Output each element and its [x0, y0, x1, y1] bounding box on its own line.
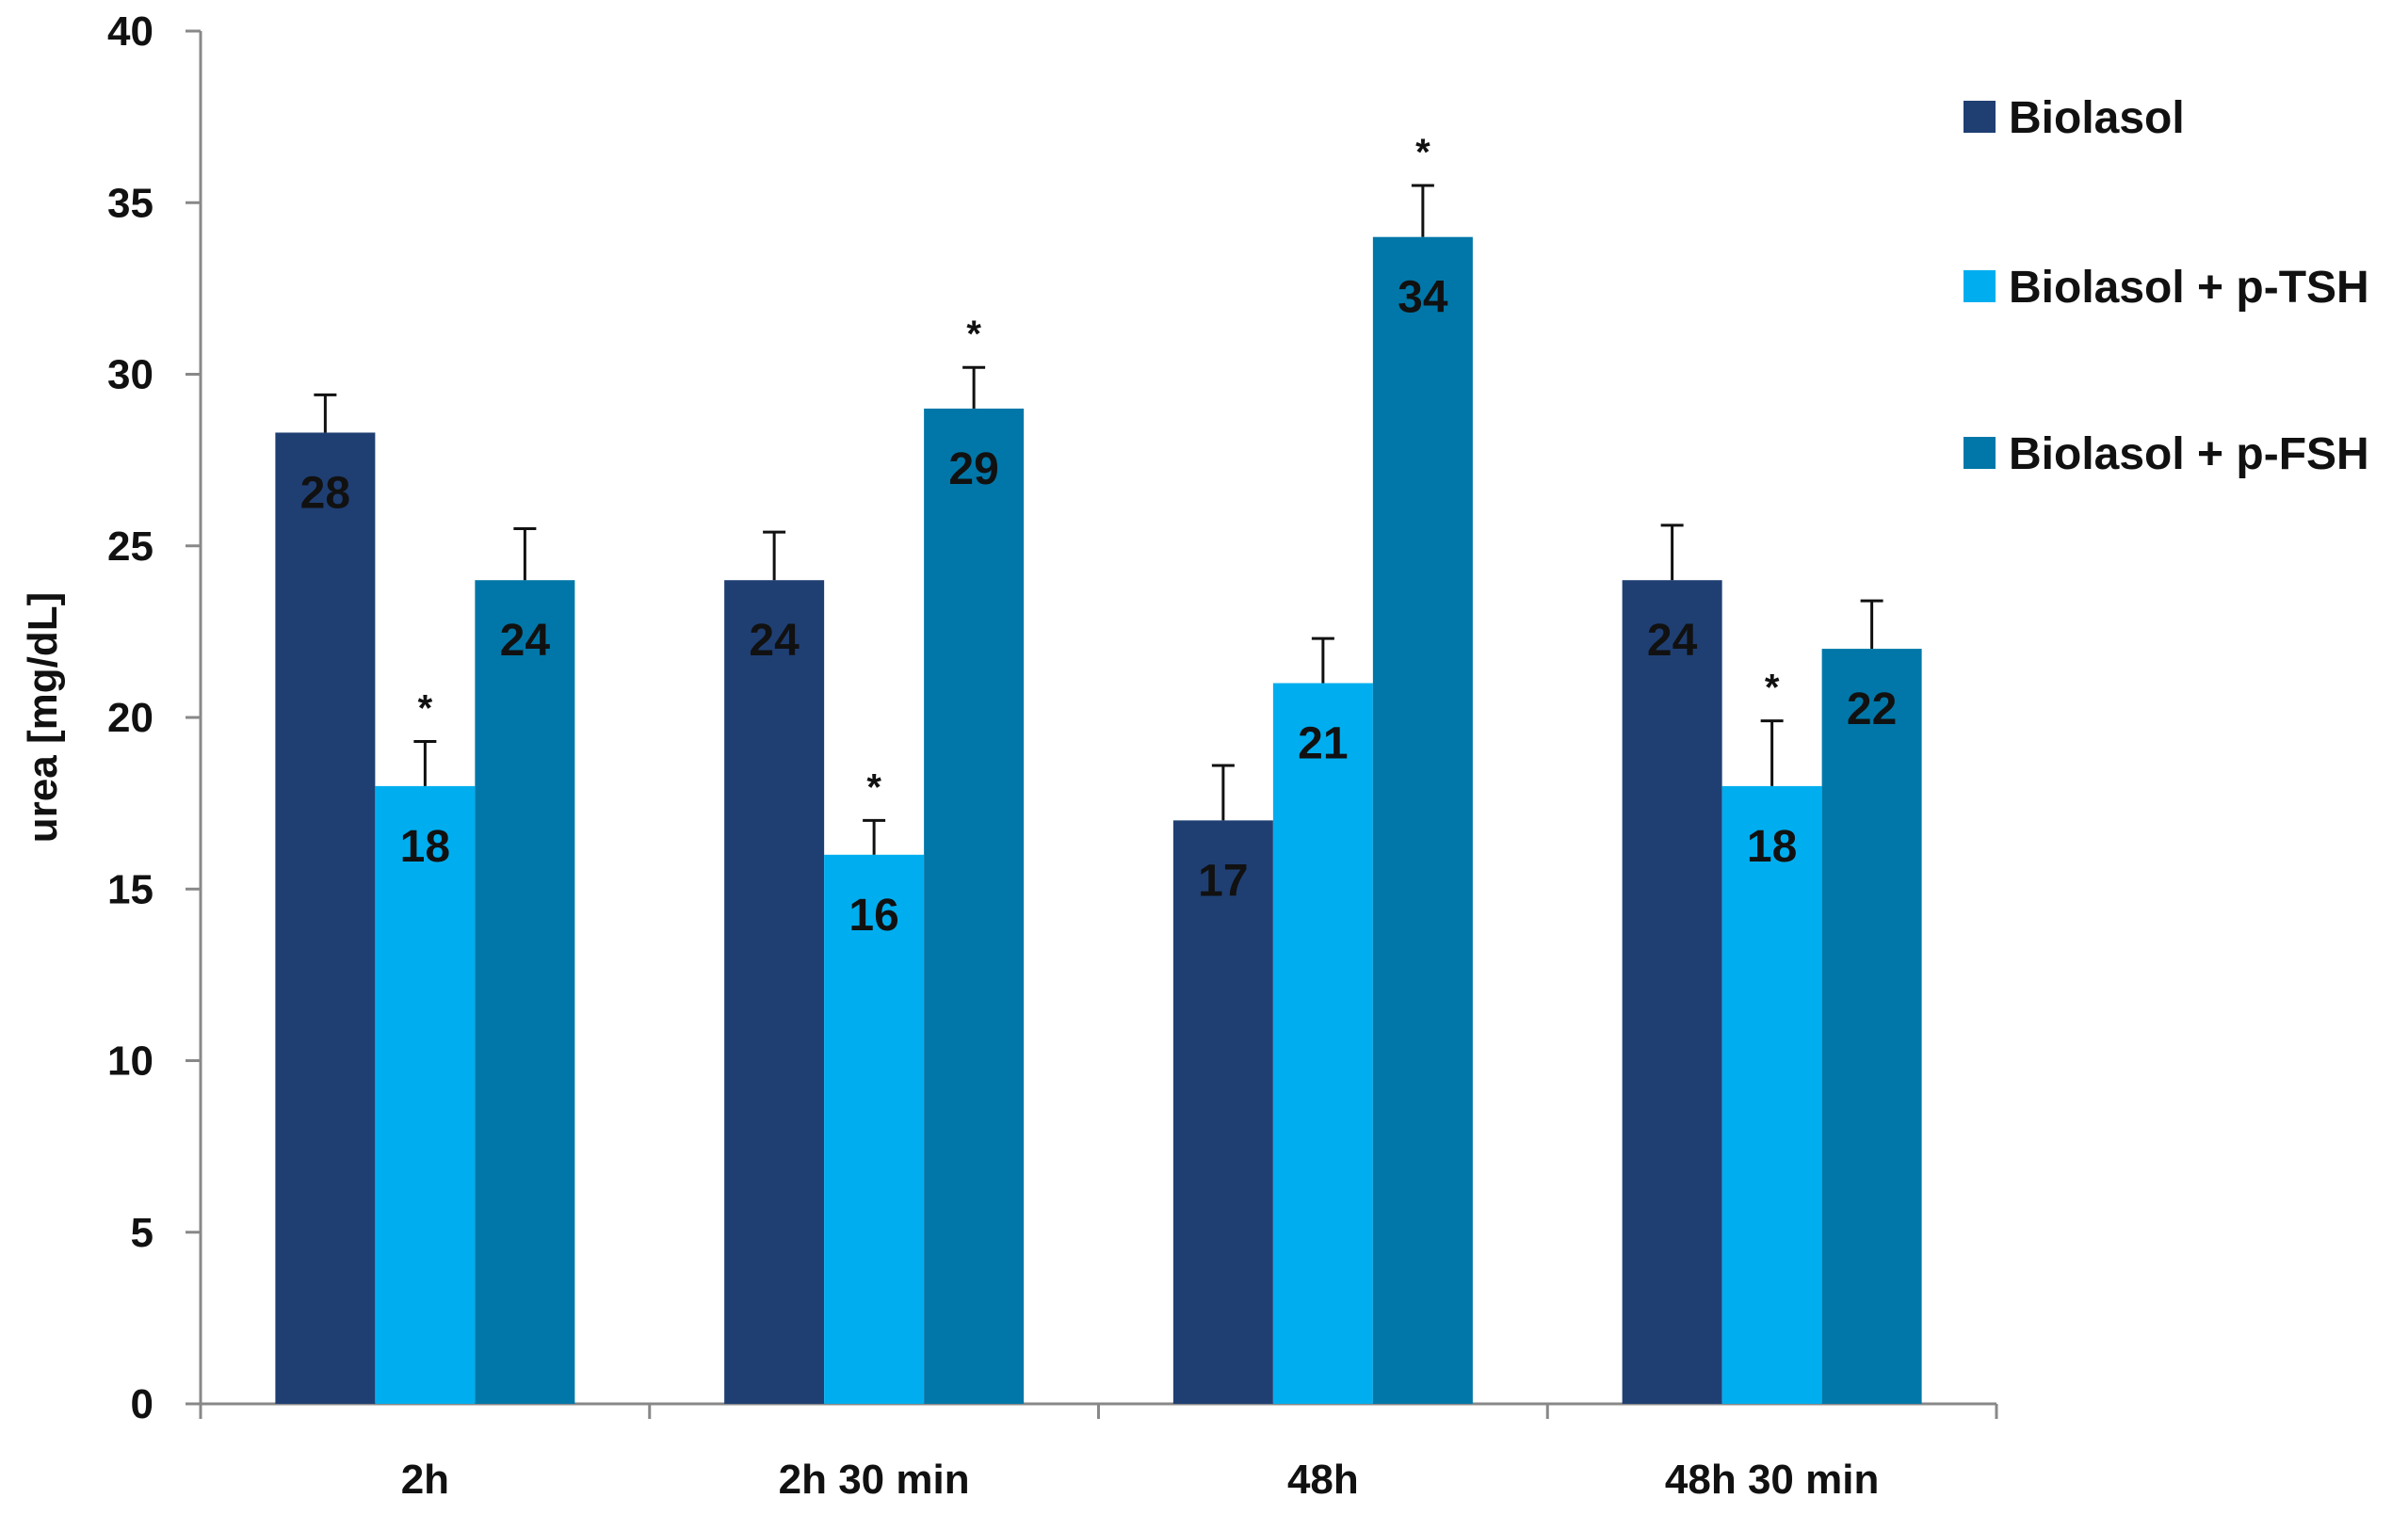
- y-tick-label: 5: [131, 1210, 154, 1256]
- legend-label: Biolasol + p-TSH: [2009, 263, 2369, 313]
- significance-marker: *: [866, 766, 881, 808]
- y-tick-label: 30: [107, 352, 154, 398]
- y-tick-label: 10: [107, 1039, 154, 1085]
- y-tick-label: 15: [107, 866, 154, 912]
- data-label: 17: [1198, 856, 1248, 906]
- x-tick-label: 48h: [1287, 1457, 1359, 1503]
- x-axis: 2h 2h 30 min 48h 48h 30 min: [199, 1402, 1998, 1503]
- data-label: 22: [1847, 685, 1897, 734]
- y-tick-label: 20: [107, 695, 154, 741]
- data-label: 21: [1298, 719, 1348, 769]
- data-label: 24: [749, 616, 800, 666]
- bar: [824, 854, 925, 1404]
- significance-marker: *: [1765, 668, 1780, 709]
- y-axis: 0 5 10 15 20 25 30 35 40: [107, 8, 202, 1427]
- data-label: 16: [848, 891, 898, 941]
- legend-label: Biolasol: [2009, 93, 2185, 143]
- data-label: 24: [1647, 616, 1698, 666]
- y-axis-title: urea [mg/dL]: [20, 592, 66, 843]
- bar: [1372, 236, 1473, 1405]
- bar: [1821, 649, 1922, 1404]
- data-label: 29: [948, 444, 998, 494]
- x-tick-label: 2h: [401, 1457, 449, 1503]
- bar: [1622, 580, 1722, 1404]
- bar: [1721, 785, 1822, 1404]
- bar: [375, 785, 476, 1404]
- legend-swatch: [1964, 101, 1996, 133]
- legend-swatch: [1964, 270, 1996, 302]
- bar: [475, 580, 575, 1404]
- y-tick-label: 40: [107, 8, 154, 55]
- data-label: 18: [400, 822, 450, 872]
- bar: [1172, 820, 1273, 1404]
- bar: [1272, 683, 1373, 1404]
- significance-marker: *: [418, 688, 433, 730]
- y-tick-label: 35: [107, 180, 154, 226]
- x-tick-label: 2h 30 min: [779, 1457, 970, 1503]
- data-label: 18: [1747, 822, 1797, 872]
- data-label: 34: [1398, 273, 1448, 323]
- legend-swatch: [1964, 437, 1996, 469]
- bar: [275, 432, 376, 1405]
- y-tick-label: 25: [107, 523, 154, 570]
- data-label: 28: [300, 468, 350, 518]
- bar: [924, 408, 1025, 1405]
- data-label: 24: [500, 616, 551, 666]
- x-tick-label: 48h 30 min: [1665, 1457, 1879, 1503]
- bar: [724, 580, 825, 1404]
- significance-marker: *: [966, 314, 981, 355]
- bars: 28 18 * 24 24 16 * 29 * 17 21 34 * 24 18 * 22: [275, 132, 1922, 1405]
- y-tick-label: 0: [131, 1381, 154, 1427]
- legend-label: Biolasol + p-FSH: [2009, 429, 2369, 479]
- legend: Biolasol Biolasol + p-TSH Biolasol + p-FSH: [1964, 93, 2369, 479]
- significance-marker: *: [1415, 132, 1430, 173]
